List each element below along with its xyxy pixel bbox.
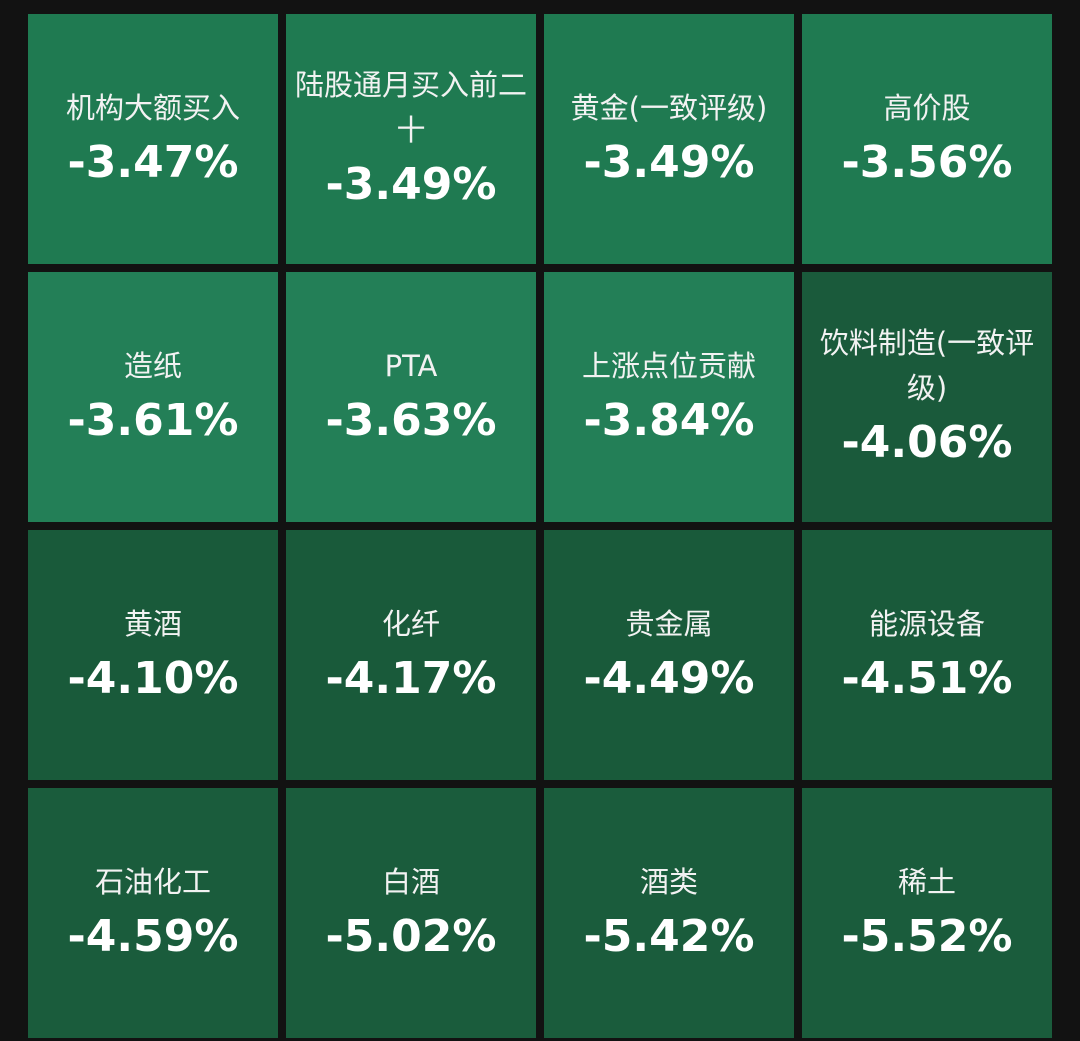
sector-name: 酒类 — [639, 864, 698, 899]
sector-tile[interactable]: 贵金属 -4.49% — [544, 530, 794, 780]
sector-name: 饮料制造(一致评级) — [819, 326, 1035, 405]
sector-change: -3.61% — [67, 394, 239, 446]
sector-tile[interactable]: 酒类 -5.42% — [544, 788, 794, 1038]
sector-tile[interactable]: 石油化工 -4.59% — [28, 788, 278, 1038]
sector-change: -4.51% — [841, 652, 1013, 704]
sector-name: 黄酒 — [123, 606, 182, 641]
sector-tile[interactable]: 机构大额买入 -3.47% — [28, 14, 278, 264]
sector-name: 造纸 — [123, 348, 182, 383]
sector-tile[interactable]: 饮料制造(一致评级) -4.06% — [802, 272, 1052, 522]
sector-change: -3.49% — [583, 136, 755, 188]
sector-name: 贵金属 — [625, 606, 713, 641]
sector-change: -3.84% — [583, 394, 755, 446]
sector-name: 陆股通月买入前二十 — [294, 68, 527, 147]
sector-tile[interactable]: 稀土 -5.52% — [802, 788, 1052, 1038]
sector-name: 上涨点位贡献 — [581, 348, 756, 383]
sector-name: 白酒 — [381, 864, 440, 899]
sector-name: 高价股 — [883, 90, 971, 125]
sector-name: 化纤 — [381, 606, 440, 641]
sector-name: 石油化工 — [94, 864, 211, 899]
sector-change: -4.06% — [841, 417, 1013, 468]
sector-change: -5.42% — [583, 910, 755, 962]
sector-tile[interactable]: 黄金(一致评级) -3.49% — [544, 14, 794, 264]
sector-tile[interactable]: PTA -3.63% — [286, 272, 536, 522]
sector-change: -4.49% — [583, 652, 755, 704]
sector-change: -3.47% — [67, 136, 239, 188]
sector-grid: 机构大额买入 -3.47% 陆股通月买入前二十 -3.49% 黄金(一致评级) -3.49… — [28, 14, 1052, 1038]
sector-tile[interactable]: 造纸 -3.61% — [28, 272, 278, 522]
sector-change: -3.63% — [325, 394, 497, 446]
sector-change: -3.49% — [325, 159, 497, 210]
sector-tile[interactable]: 化纤 -4.17% — [286, 530, 536, 780]
sector-name: 能源设备 — [868, 606, 985, 641]
sector-tile[interactable]: 黄酒 -4.10% — [28, 530, 278, 780]
sector-change: -4.10% — [67, 652, 239, 704]
sector-name: 机构大额买入 — [65, 90, 240, 125]
sector-tile[interactable]: 白酒 -5.02% — [286, 788, 536, 1038]
sector-tile[interactable]: 上涨点位贡献 -3.84% — [544, 272, 794, 522]
sector-change: -5.52% — [841, 910, 1013, 962]
sector-change: -4.17% — [325, 652, 497, 704]
sector-tile[interactable]: 能源设备 -4.51% — [802, 530, 1052, 780]
sector-change: -3.56% — [841, 136, 1013, 188]
sector-change: -5.02% — [325, 910, 497, 962]
sector-name: 稀土 — [897, 864, 956, 899]
sector-name: 黄金(一致评级) — [570, 90, 768, 125]
sector-name: PTA — [384, 348, 438, 383]
sector-change: -4.59% — [67, 910, 239, 962]
sector-tile[interactable]: 高价股 -3.56% — [802, 14, 1052, 264]
sector-tile[interactable]: 陆股通月买入前二十 -3.49% — [286, 14, 536, 264]
